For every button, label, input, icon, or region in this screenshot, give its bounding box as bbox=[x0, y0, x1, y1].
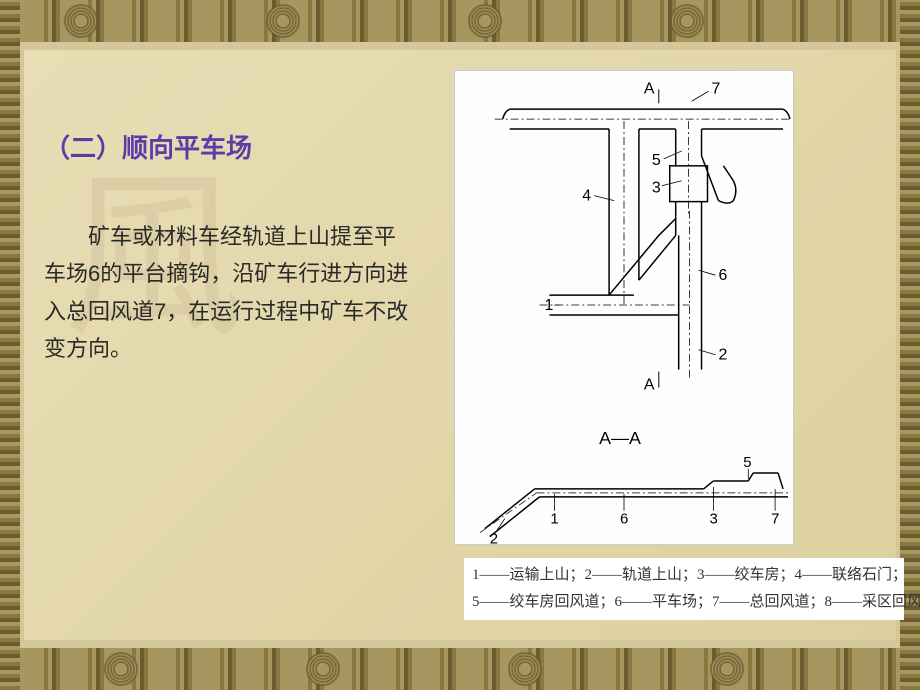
spiral-ornament bbox=[262, 0, 304, 42]
section-n1: 1 bbox=[550, 512, 558, 528]
spiral-ornament bbox=[464, 0, 506, 42]
label-1: 1 bbox=[544, 297, 553, 314]
label-3: 3 bbox=[652, 180, 661, 197]
engineering-diagram: A 7 5 3 4 1 6 2 A A—A bbox=[454, 70, 794, 545]
decorative-border-top bbox=[0, 0, 920, 42]
label-A-bottom: A bbox=[644, 377, 655, 394]
label-5: 5 bbox=[652, 152, 661, 169]
spiral-ornament bbox=[302, 648, 344, 690]
slide-content: 風 （二）顺向平车场 矿车或材料车经轨道上山提至平车场6的平台摘钩，沿矿车行进方… bbox=[24, 50, 896, 640]
spiral-ornament bbox=[706, 648, 748, 690]
label-A-top: A bbox=[644, 80, 655, 97]
section-n2: 2 bbox=[490, 532, 498, 544]
decorative-border-left bbox=[0, 0, 20, 690]
section-n3: 3 bbox=[709, 512, 717, 528]
diagram-legend: 1——运输上山；2——轨道上山；3——绞车房；4——联络石门； 5——绞车房回风… bbox=[464, 558, 904, 620]
label-6: 6 bbox=[718, 267, 727, 284]
section-heading: （二）顺向平车场 bbox=[44, 128, 252, 165]
section-n5: 5 bbox=[743, 455, 751, 471]
decorative-border-bottom bbox=[0, 648, 920, 690]
section-label: A—A bbox=[599, 428, 641, 448]
spiral-ornament bbox=[504, 648, 546, 690]
spiral-ornament bbox=[100, 648, 142, 690]
label-7: 7 bbox=[711, 80, 720, 97]
label-2: 2 bbox=[718, 347, 727, 364]
legend-row-1: 1——运输上山；2——轨道上山；3——绞车房；4——联络石门； bbox=[472, 562, 896, 589]
section-n7: 7 bbox=[771, 512, 779, 528]
section-n6: 6 bbox=[620, 512, 628, 528]
spiral-ornament bbox=[666, 0, 708, 42]
legend-row-2: 5——绞车房回风道；6——平车场；7——总回风道；8——采区回风石门 bbox=[472, 589, 896, 616]
spiral-ornament bbox=[60, 0, 102, 42]
label-4: 4 bbox=[582, 188, 591, 205]
body-paragraph: 矿车或材料车经轨道上山提至平车场6的平台摘钩，沿矿车行进方向进入总回风道7，在运… bbox=[44, 218, 414, 368]
